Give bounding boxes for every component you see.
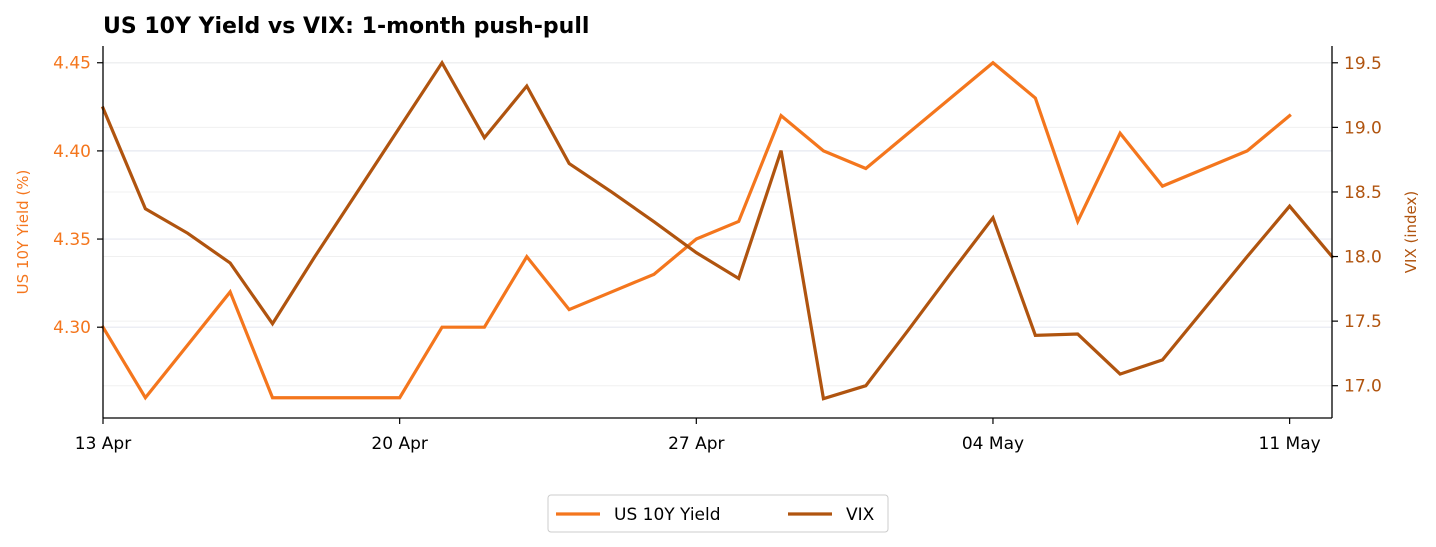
y-left-tick-label: 4.35 [53,230,91,250]
y-left-tick-label: 4.45 [53,54,91,74]
y-left-tick-label: 4.40 [53,142,91,162]
series-line-vix [100,59,1335,401]
x-tick-label: 13 Apr [75,434,131,454]
y-right-tick-label: 18.0 [1344,248,1382,268]
y-axis-right-label: VIX (index) [1402,191,1420,273]
legend: US 10Y Yield VIX [547,494,889,533]
tick-labels: 4.30 4.35 4.40 4.45 17.0 17.5 18.0 18.5 19.0 19.5… [53,54,1382,454]
y-axis-left-label: US 10Y Yield (%) [14,170,32,295]
y-right-tick-label: 17.5 [1344,312,1382,332]
x-tick-label: 27 Apr [668,434,724,454]
x-tick-label: 11 May [1259,434,1321,454]
y-right-tick-label: 18.5 [1344,183,1382,203]
legend-box [547,494,889,533]
axes [97,46,1338,424]
series-lines [100,59,1335,401]
legend-label: VIX [846,505,875,525]
series-line-us-10y-yield [100,60,1292,401]
legend-label: US 10Y Yield [614,505,721,525]
grid [103,62,1332,387]
x-tick-label: 04 May [962,434,1024,454]
y-right-tick-label: 19.5 [1344,54,1382,74]
chart-title: US 10Y Yield vs VIX: 1-month push-pull [103,14,589,39]
y-right-tick-label: 19.0 [1344,118,1382,138]
x-tick-label: 20 Apr [371,434,427,454]
y-left-tick-label: 4.30 [53,318,91,338]
y-right-tick-label: 17.0 [1344,377,1382,397]
